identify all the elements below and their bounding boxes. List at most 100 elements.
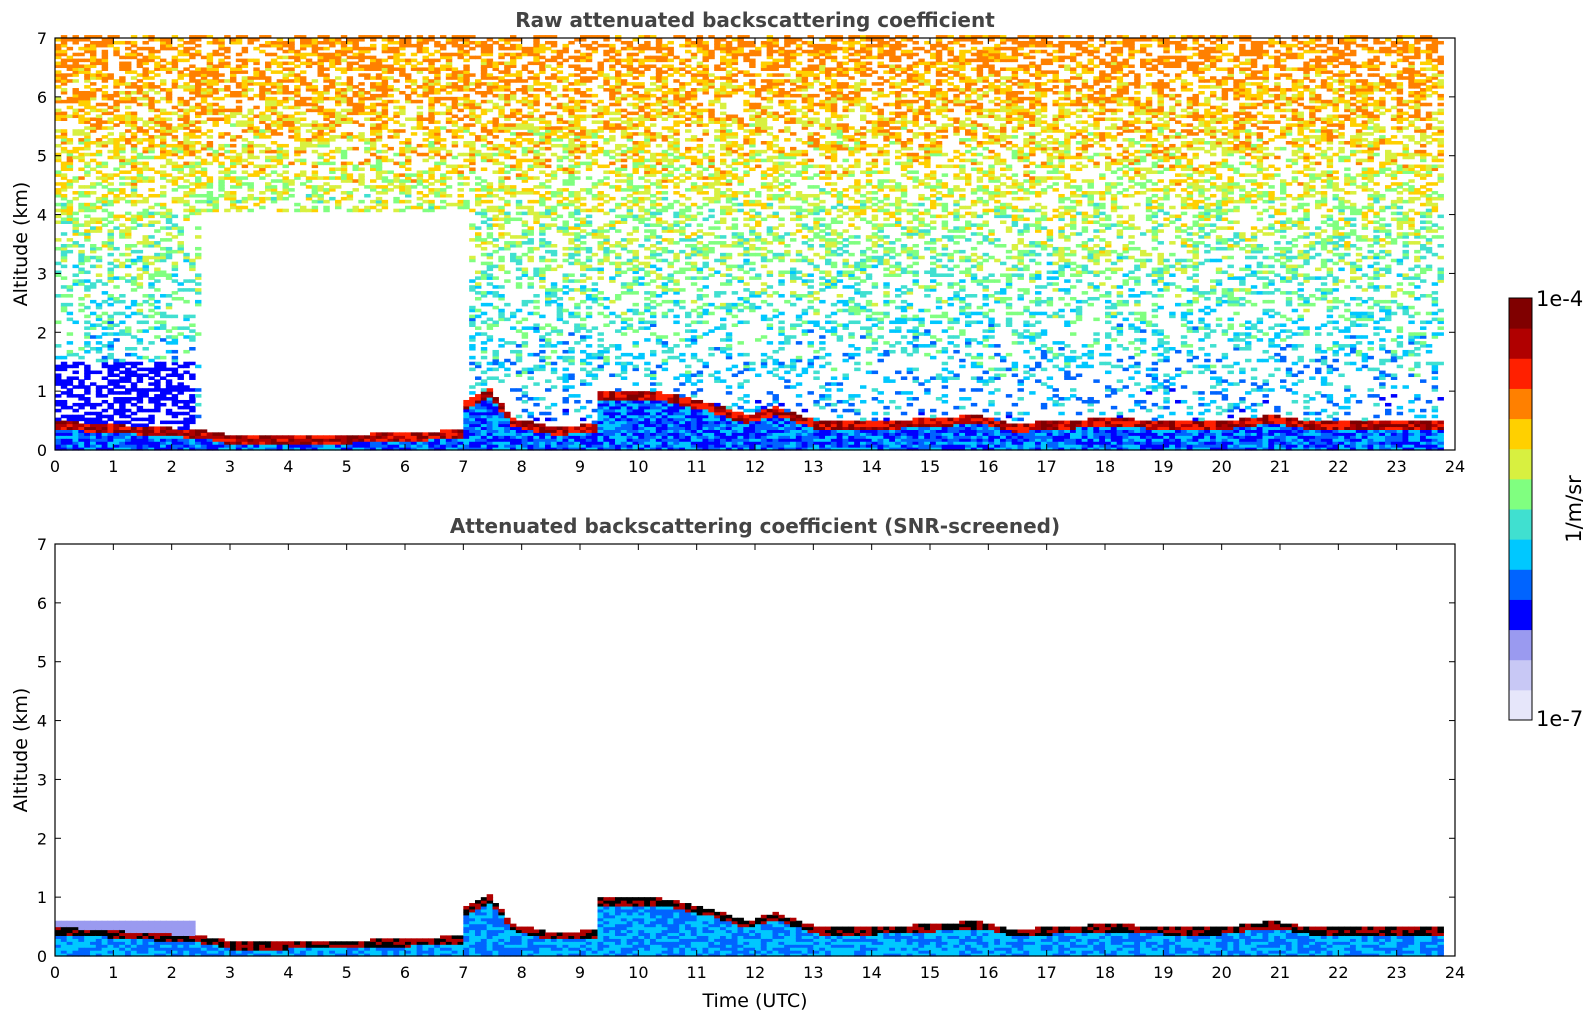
heatmap-cell <box>148 149 155 154</box>
heatmap-cell <box>591 158 599 163</box>
heatmap-cell <box>568 349 575 354</box>
heatmap-cell <box>410 205 418 210</box>
heatmap-cell <box>212 76 219 80</box>
heatmap-cell <box>434 432 441 436</box>
heatmap-cell <box>504 85 511 89</box>
heatmap-cell <box>84 132 91 136</box>
heatmap-cell <box>107 191 114 195</box>
heatmap-cell <box>113 399 120 404</box>
heatmap-cell <box>206 202 214 207</box>
heatmap-cell <box>504 270 511 275</box>
heatmap-cell <box>510 138 517 142</box>
heatmap-cell <box>55 170 62 174</box>
heatmap-cell <box>492 276 499 280</box>
heatmap-cell <box>335 55 342 60</box>
heatmap-cell <box>247 447 254 451</box>
heatmap-cell <box>475 55 482 60</box>
heatmap-cell <box>60 355 68 360</box>
heatmap-cell <box>90 129 97 133</box>
heatmap-cell <box>95 417 103 422</box>
heatmap-cell <box>125 432 132 436</box>
heatmap-cell <box>323 158 330 163</box>
heatmap-cell <box>247 117 254 121</box>
heatmap-cell <box>305 129 313 133</box>
heatmap-cell <box>340 49 348 54</box>
heatmap-cell <box>533 326 540 330</box>
heatmap-cell <box>195 441 202 445</box>
heatmap-cell <box>510 241 517 245</box>
heatmap-cell <box>568 108 575 113</box>
heatmap-cell <box>469 414 476 419</box>
heatmap-cell <box>445 170 453 174</box>
heatmap-cell <box>515 255 523 260</box>
heatmap-cell <box>591 282 599 286</box>
heatmap-cell <box>510 79 517 83</box>
heatmap-cell <box>142 417 149 422</box>
heatmap-cell <box>165 208 173 213</box>
heatmap-cell <box>107 188 114 192</box>
heatmap-cell <box>282 49 289 54</box>
heatmap-cell <box>399 52 406 57</box>
heatmap-cell <box>142 294 149 298</box>
heatmap-cell <box>294 64 301 69</box>
heatmap-cell <box>533 191 540 195</box>
heatmap-cell <box>148 76 155 80</box>
heatmap-cell <box>55 438 62 442</box>
heatmap-cell <box>405 191 412 195</box>
heatmap-cell <box>603 423 610 428</box>
heatmap-cell <box>521 223 529 227</box>
heatmap-cell <box>288 179 295 183</box>
heatmap-cell <box>370 67 377 71</box>
heatmap-cell <box>480 58 488 63</box>
heatmap-cell <box>311 123 319 127</box>
heatmap-cell <box>504 447 511 451</box>
heatmap-cell <box>358 49 365 54</box>
heatmap-cell <box>60 264 68 269</box>
heatmap-cell <box>66 417 74 422</box>
heatmap-cell <box>183 173 190 177</box>
heatmap-cell <box>317 126 324 130</box>
heatmap-cell <box>101 85 109 89</box>
heatmap-cell <box>247 444 254 448</box>
heatmap-cell <box>125 99 132 104</box>
heatmap-cell <box>405 185 412 189</box>
heatmap-cell <box>527 397 534 401</box>
heatmap-cell <box>136 355 144 360</box>
heatmap-cell <box>585 188 593 192</box>
heatmap-cell <box>457 108 464 113</box>
heatmap-cell <box>218 111 225 116</box>
heatmap-cell <box>200 120 208 124</box>
heatmap-cell <box>60 382 68 386</box>
heatmap-cell <box>510 361 517 366</box>
heatmap-cell <box>60 43 68 48</box>
heatmap-cell <box>580 55 587 60</box>
heatmap-cell <box>66 167 74 172</box>
heatmap-cell <box>387 182 394 186</box>
heatmap-cell <box>195 414 202 419</box>
heatmap-cell <box>282 179 289 183</box>
heatmap-cell <box>428 61 435 66</box>
heatmap-cell <box>276 99 284 104</box>
heatmap-cell <box>492 285 499 289</box>
heatmap-cell <box>591 141 599 145</box>
heatmap-cell <box>270 82 278 86</box>
heatmap-cell <box>603 82 610 86</box>
heatmap-cell <box>60 441 68 445</box>
heatmap-cell <box>206 152 214 157</box>
heatmap-cell <box>603 49 610 54</box>
heatmap-cell <box>580 426 587 430</box>
heatmap-cell <box>580 93 587 98</box>
heatmap-cell <box>113 108 120 113</box>
heatmap-cell <box>311 85 319 89</box>
heatmap-cell <box>189 397 196 401</box>
heatmap-cell <box>370 444 377 448</box>
heatmap-cell <box>340 152 348 157</box>
heatmap-cell <box>78 347 85 351</box>
heatmap-cell <box>603 170 610 174</box>
heatmap-cell <box>154 279 161 283</box>
heatmap-cell <box>387 55 394 60</box>
heatmap-cell <box>60 141 68 145</box>
heatmap-cell <box>498 432 505 436</box>
heatmap-cell <box>585 438 593 442</box>
heatmap-cell <box>545 191 552 195</box>
